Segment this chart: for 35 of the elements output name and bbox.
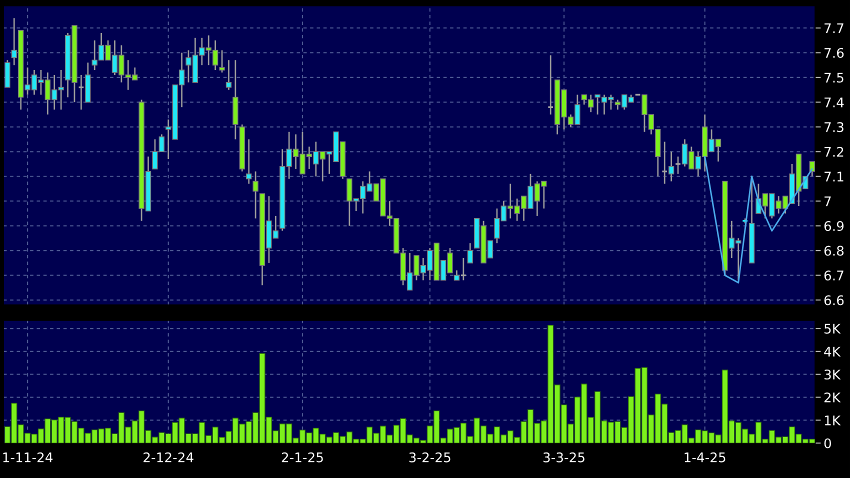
candlestick	[246, 138, 252, 184]
y-tick-label: 7.2	[824, 146, 844, 157]
y-tick-label: 1K	[824, 416, 841, 426]
y-tick-label: 7.1	[824, 172, 844, 182]
candlestick	[661, 141, 668, 184]
y-tick-label: 7	[824, 196, 831, 206]
candlestick	[219, 50, 225, 74]
y-tick-label: 7.5	[824, 72, 844, 83]
y-tick-label: 6.7	[824, 270, 844, 280]
y-tick-label: 3K	[824, 370, 841, 380]
x-tick-label: 3-2-25	[409, 452, 450, 462]
x-tick-label: 2-12-24	[144, 452, 194, 462]
y-tick-label: 6.8	[824, 246, 844, 256]
y-tick-label: 7.7	[824, 23, 844, 34]
y-tick-label: 6.9	[824, 221, 844, 232]
candlestick	[252, 170, 258, 220]
candlestick	[547, 54, 554, 116]
candlestick	[467, 242, 473, 264]
x-tick-label: 3-3-25	[543, 452, 584, 462]
candlestick	[226, 59, 232, 91]
y-tick-label: 0	[824, 438, 831, 448]
y-tick-label: 7.4	[824, 98, 844, 108]
y-tick-label: 6.6	[824, 295, 844, 306]
candlestick	[460, 257, 467, 281]
x-tick-label: 1-4-25	[684, 452, 726, 462]
candlestick	[674, 156, 682, 175]
candlestick	[78, 74, 84, 110]
y-tick-label: 7.3	[824, 122, 844, 132]
y-tick-label: 4K	[824, 346, 841, 356]
y-tick-label: 5K	[824, 324, 841, 334]
x-tick-label: 1-11-24	[3, 452, 53, 462]
y-tick-label: 7.6	[824, 48, 844, 58]
candlestick	[809, 160, 815, 178]
y-tick-label: 2K	[824, 392, 841, 402]
x-tick-label: 2-1-25	[282, 452, 323, 462]
